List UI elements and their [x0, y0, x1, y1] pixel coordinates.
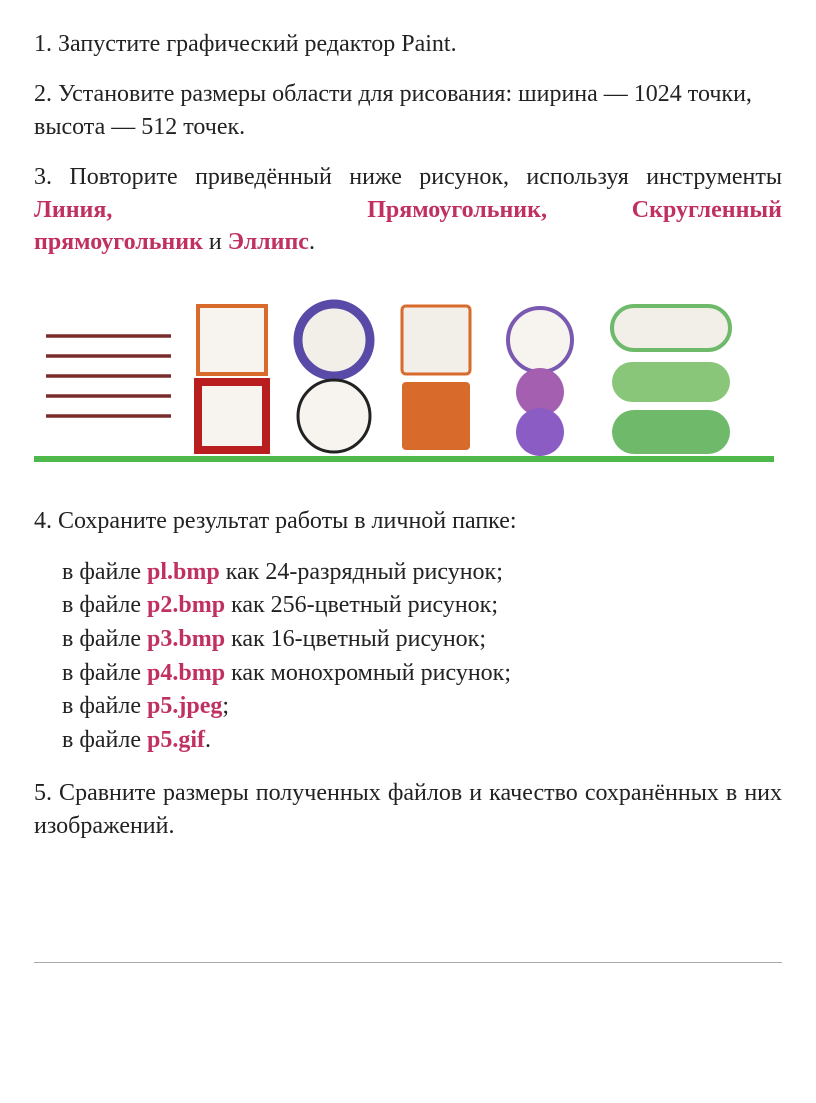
step-3: 3. Повторите приведённый ниже рисунок, и…	[34, 161, 782, 258]
file-list: в файле pl.bmp как 24-разрядный рисунок;…	[62, 556, 782, 758]
file-prefix: в файле	[62, 626, 147, 652]
file-name: p5.gif	[147, 727, 205, 753]
file-name: p4.bmp	[147, 660, 225, 686]
file-list-item: в файле p5.jpeg;	[62, 690, 782, 724]
file-list-item: в файле pl.bmp как 24-разрядный рисунок;	[62, 556, 782, 590]
file-prefix: в файле	[62, 660, 147, 686]
file-name: pl.bmp	[147, 559, 220, 585]
shapes-diagram	[34, 276, 782, 483]
step3-prefix: 3. Повторите приведённый ниже рисунок, и…	[34, 164, 782, 190]
file-prefix: в файле	[62, 727, 147, 753]
step-5: 5. Сравните размеры полученных файлов и …	[34, 777, 782, 842]
file-prefix: в файле	[62, 559, 147, 585]
file-list-item: в файле p2.bmp как 256-цветный рисунок;	[62, 589, 782, 623]
step-1: 1. Запустите графический редактор Paint.	[34, 28, 782, 60]
footer-divider	[34, 962, 782, 963]
step-4: 4. Сохраните результат работы в личной п…	[34, 505, 782, 537]
file-name: p3.bmp	[147, 626, 225, 652]
file-suffix: как 24-разрядный рисунок;	[220, 559, 503, 585]
tool-ellipse: Эллипс	[228, 229, 309, 255]
file-prefix: в файле	[62, 592, 147, 618]
step3-suffix: .	[309, 229, 315, 255]
step-2: 2. Установите размеры области для рисова…	[34, 78, 782, 143]
file-name: p2.bmp	[147, 592, 225, 618]
file-name: p5.jpeg	[147, 693, 222, 719]
tool-line: Линия,	[34, 197, 112, 223]
file-list-item: в файле p4.bmp как монохромный рисунок;	[62, 657, 782, 691]
file-suffix: .	[205, 727, 211, 753]
file-prefix: в файле	[62, 693, 147, 719]
file-suffix: как монохромный рисунок;	[225, 660, 511, 686]
tool-rect: Прямоугольник, Скругленный прямоугольник	[34, 197, 782, 255]
file-suffix: как 256-цветный рисунок;	[225, 592, 498, 618]
file-list-item: в файле p3.bmp как 16-цветный рисунок;	[62, 623, 782, 657]
file-suffix: как 16-цветный рисунок;	[225, 626, 486, 652]
file-list-item: в файле p5.gif.	[62, 724, 782, 758]
file-suffix: ;	[222, 693, 229, 719]
step3-mid: и	[203, 229, 228, 255]
